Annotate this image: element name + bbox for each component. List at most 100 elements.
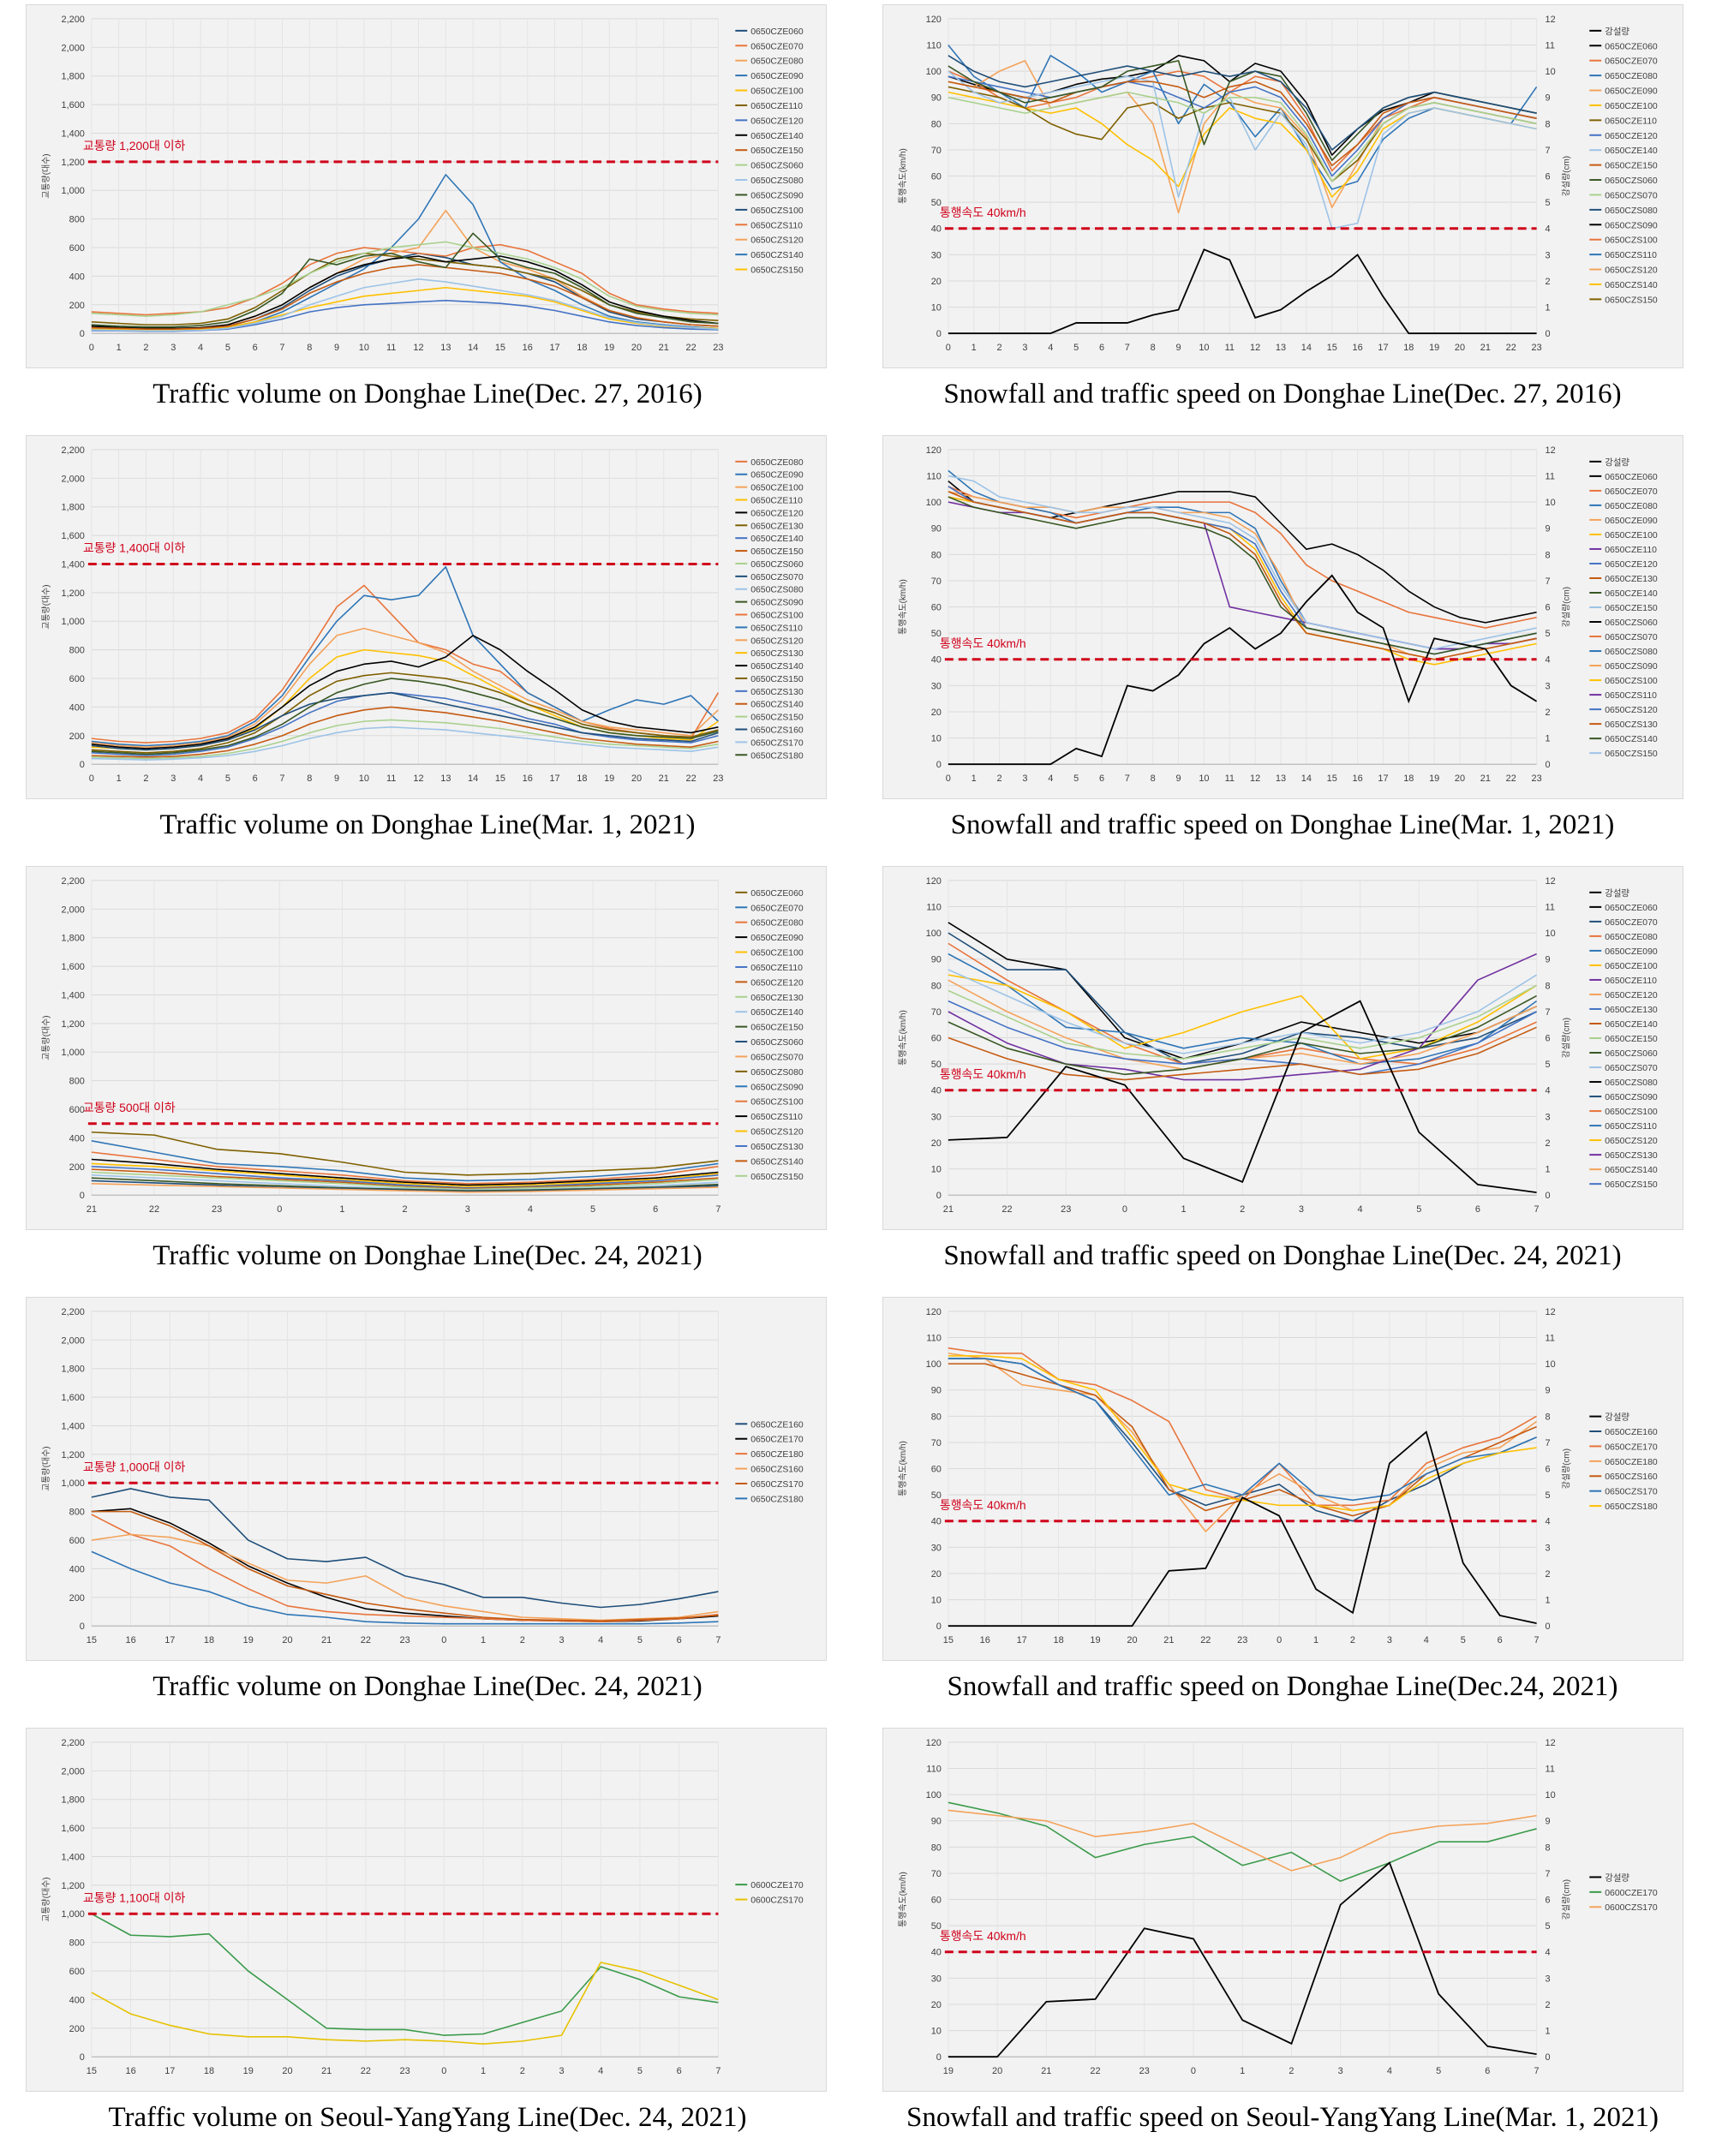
chart-cell-2: 0 10 20 30 40 50 60 70 80 90 100 110 120 0 1 2 3 4 5 6 7 8 9 10… <box>855 0 1710 431</box>
series-line <box>91 565 719 747</box>
y-tick-label: 40 <box>931 1086 942 1096</box>
series-group <box>91 565 720 761</box>
legend-label: 0650CZE170 <box>750 1436 804 1445</box>
y-tick-label: 2,200 <box>62 876 85 887</box>
y2-tick-label: 3 <box>1546 681 1551 691</box>
chart-caption: Snowfall and traffic speed on Donghae Li… <box>947 1671 1618 1702</box>
legend-label: 0650CZS180 <box>750 751 804 761</box>
x-tick-label: 3 <box>1299 1204 1304 1215</box>
y-tick-label: 50 <box>931 1490 942 1501</box>
legend-label: 0600CZS170 <box>1605 1903 1658 1913</box>
x-tick-label: 6 <box>677 1635 682 1645</box>
plot-area: 02004006008001,0001,2001,4001,6001,8002,… <box>41 1738 720 2076</box>
x-tick-label: 23 <box>400 1635 410 1645</box>
y-tick-label: 400 <box>69 272 85 282</box>
x-tick-label: 21 <box>659 773 669 784</box>
legend-label: 0650CZS140 <box>1605 735 1658 744</box>
y-tick-label: 600 <box>69 674 85 684</box>
y-axis-label: 교통량(대수) <box>41 1446 51 1490</box>
y2-tick-label: 11 <box>1546 1334 1555 1344</box>
legend-label: 0650CZE110 <box>1605 546 1657 555</box>
legend-label: 0650CZS140 <box>1605 281 1658 290</box>
x-tick-label: 12 <box>413 343 423 353</box>
x-tick-label: 19 <box>243 1635 254 1645</box>
x-tick-label: 3 <box>1338 2066 1343 2076</box>
legend-label: 0650CZE060 <box>1605 42 1658 51</box>
legend-label: 0650CZS130 <box>1605 1151 1658 1161</box>
y2-axis-label: 강설량(cm) <box>1561 156 1571 196</box>
legend-label: 0650CZE130 <box>1605 575 1658 584</box>
y2-tick-label: 11 <box>1546 41 1555 51</box>
x-tick-label: 5 <box>637 2066 643 2076</box>
y-axis-label: 통행속도(km/h) <box>898 1441 908 1496</box>
legend-label: 0650CZS080 <box>750 1068 804 1078</box>
legend: 0650CZE160 0650CZE170 0650CZE180 0650CZS160… <box>735 1420 804 1504</box>
legend-label: 0650CZE090 <box>1605 947 1658 957</box>
legend-label: 0650CZE080 <box>750 919 804 929</box>
legend-label: 0650CZS090 <box>750 1083 804 1092</box>
legend-label: 0650CZS070 <box>750 573 804 582</box>
legend-label: 0650CZS100 <box>1605 1108 1658 1117</box>
x-tick-label: 21 <box>1480 773 1491 784</box>
x-tick-label: 3 <box>170 343 176 353</box>
chart-cell-8: 0 10 20 30 40 50 60 70 80 90 100 110 120 15 16 17 18 19 20… <box>855 1293 1710 1723</box>
y2-tick-label: 1 <box>1546 1596 1551 1606</box>
y-tick-label: 30 <box>931 1974 942 1984</box>
y2-tick-label: 2 <box>1546 1138 1551 1149</box>
y-tick-label: 100 <box>926 67 942 77</box>
x-tick-label: 23 <box>1061 1204 1071 1215</box>
y-tick-label: 70 <box>931 146 942 156</box>
legend: 0650CZE060 0650CZE070 0650CZE080 0650CZE090… <box>735 889 804 1182</box>
x-tick-label: 20 <box>282 2066 292 2076</box>
legend-label: 0650CZE090 <box>1605 87 1658 97</box>
series-line <box>91 286 719 331</box>
threshold-label: 교통량 1,200대 이하 <box>83 139 186 152</box>
series-line <box>948 501 1537 650</box>
legend-label: 0650CZE070 <box>1605 487 1658 497</box>
x-tick-label: 22 <box>361 2066 371 2076</box>
y-tick-label: 2,200 <box>62 1307 85 1317</box>
y2-tick-label: 3 <box>1546 1974 1551 1984</box>
x-tick-label: 7 <box>279 773 284 784</box>
legend-label: 0650CZS170 <box>750 738 804 748</box>
legend-label: 0650CZE140 <box>750 1008 804 1018</box>
y-tick-label: 50 <box>931 198 942 208</box>
y-tick-label: 10 <box>931 734 942 744</box>
chart-panel: 0 200 400 600 800 1,000 1,200 1,400 1,600 1,800 2,… <box>26 1728 827 2092</box>
y2-tick-label: 12 <box>1546 1738 1556 1748</box>
x-tick-label: 20 <box>631 343 642 353</box>
y-tick-label: 1,400 <box>62 990 85 1000</box>
y-axis-label: 통행속도(km/h) <box>898 579 908 635</box>
chart-9: 02004006008001,0001,2001,4001,6001,8002,… <box>41 1738 804 2076</box>
series-group <box>948 1801 1537 2058</box>
x-tick-label: 5 <box>1416 1204 1421 1215</box>
x-tick-label: 19 <box>1090 1635 1100 1645</box>
legend-label: 0650CZE120 <box>750 116 804 126</box>
y-tick-label: 1,400 <box>62 1852 85 1862</box>
legend: 0650CZE080 0650CZE090 0650CZE100 0650CZE110… <box>735 458 804 761</box>
legend-label: 0650CZE150 <box>750 547 804 557</box>
legend-label: 0650CZS080 <box>750 586 804 595</box>
legend-label: 0600CZE170 <box>750 1881 804 1890</box>
legend-label: 0650CZE080 <box>750 57 804 67</box>
series-line <box>91 278 719 331</box>
chart-caption: Traffic volume on Donghae Line(Mar. 1, 2… <box>159 809 696 840</box>
x-tick-label: 3 <box>1387 1635 1392 1645</box>
y-tick-label: 20 <box>931 708 942 718</box>
y-tick-label: 1,200 <box>62 1019 85 1030</box>
y2-tick-label: 6 <box>1546 1896 1551 1906</box>
x-tick-label: 5 <box>637 1635 643 1645</box>
y2-tick-label: 10 <box>1546 67 1556 77</box>
series-line <box>948 55 1537 151</box>
series-line <box>91 1162 719 1187</box>
plot-area: 02004006008001,0001,2001,4001,6001,8002,… <box>41 445 723 784</box>
series-group <box>91 1488 719 1625</box>
x-tick-label: 18 <box>577 773 587 784</box>
y-tick-label: 10 <box>931 1165 942 1175</box>
chart-7: 02004006008001,0001,2001,4001,6001,8002,… <box>41 1307 804 1645</box>
series-line <box>91 1510 719 1622</box>
